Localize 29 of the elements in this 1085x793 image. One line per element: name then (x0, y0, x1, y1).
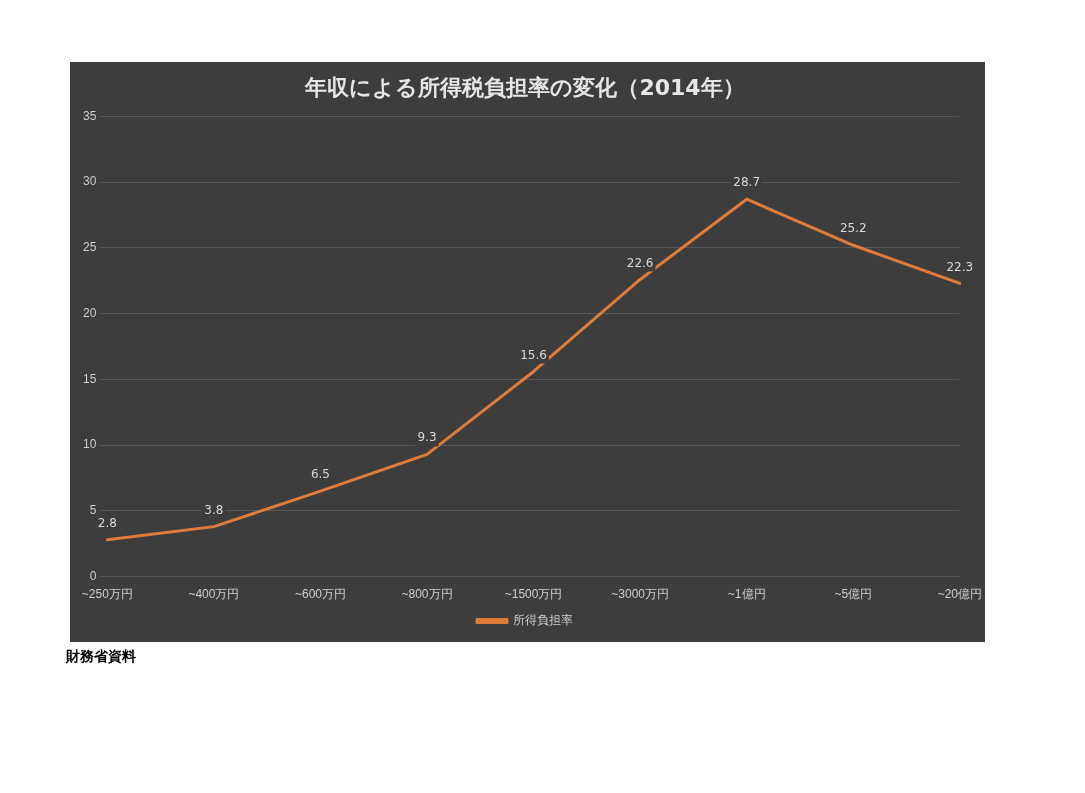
data-label: 6.5 (310, 467, 331, 482)
data-label: 22.3 (946, 259, 974, 274)
x-tick-label: ~600万円 (294, 587, 346, 602)
y-tick-label: 0 (89, 568, 97, 583)
data-label: 3.8 (204, 502, 224, 517)
legend-label: 所得負担率 (513, 613, 573, 628)
text: 財務省資料 (66, 648, 136, 666)
data-label: 2.8 (97, 515, 117, 530)
y-tick-label: 10 (82, 437, 97, 452)
x-tick-label: ~1500万円 (504, 587, 563, 602)
y-tick-label: 15 (82, 371, 97, 386)
x-tick-label: ~1億円 (727, 587, 766, 602)
data-label: 9.3 (417, 430, 437, 445)
x-tick-label: ~3000万円 (611, 587, 669, 602)
y-tick-label: 20 (82, 305, 97, 320)
data-label: 22.6 (626, 255, 654, 270)
x-tick-label: ~250万円 (81, 587, 133, 602)
y-tick-label: 5 (89, 503, 97, 518)
y-tick-label: 30 (82, 174, 97, 189)
x-tick-label: ~20億円 (937, 587, 982, 602)
x-tick-label: ~800万円 (401, 587, 453, 602)
data-label: 25.2 (839, 221, 867, 236)
chart-title: 年収による所得税負担率の変化（2014年） (304, 74, 745, 100)
y-tick-label: 25 (82, 240, 97, 255)
data-label: 15.6 (520, 347, 547, 362)
y-tick-label: 35 (82, 108, 97, 123)
x-tick-label: ~400万円 (188, 587, 240, 602)
data-label: 28.7 (733, 175, 761, 190)
x-tick-label: ~5億円 (834, 587, 873, 602)
